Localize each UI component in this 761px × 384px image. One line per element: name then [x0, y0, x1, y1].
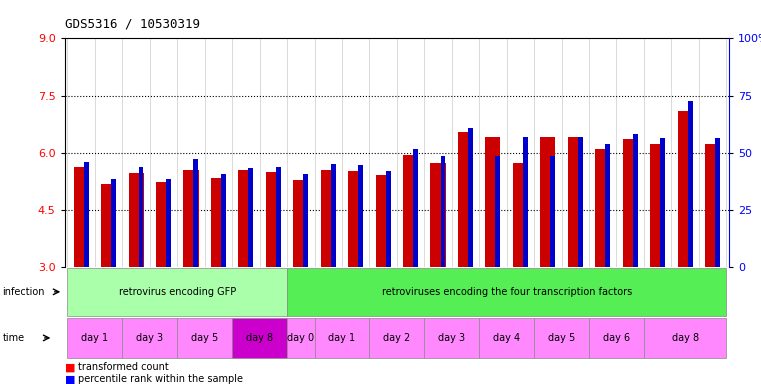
- Bar: [441, 156, 445, 267]
- Bar: [248, 168, 253, 267]
- Bar: [568, 137, 583, 267]
- Bar: [589, 318, 644, 358]
- Bar: [413, 149, 418, 267]
- Bar: [632, 134, 638, 267]
- Bar: [68, 268, 287, 316]
- Text: percentile rank within the sample: percentile rank within the sample: [78, 374, 244, 384]
- Bar: [425, 318, 479, 358]
- Bar: [320, 170, 336, 267]
- Text: day 8: day 8: [246, 333, 273, 343]
- Bar: [644, 318, 726, 358]
- Text: day 1: day 1: [329, 333, 355, 343]
- Text: day 3: day 3: [438, 333, 465, 343]
- Bar: [495, 156, 501, 267]
- Bar: [403, 154, 418, 267]
- Bar: [211, 178, 226, 267]
- Bar: [166, 179, 171, 267]
- Bar: [287, 268, 726, 316]
- Bar: [376, 175, 390, 267]
- Text: day 0: day 0: [287, 333, 314, 343]
- Bar: [523, 137, 528, 267]
- Bar: [605, 144, 610, 267]
- Bar: [595, 149, 610, 267]
- Bar: [578, 137, 583, 267]
- Bar: [534, 318, 589, 358]
- Bar: [139, 167, 144, 267]
- Bar: [660, 138, 665, 267]
- Bar: [74, 167, 89, 267]
- Bar: [303, 174, 308, 267]
- Bar: [156, 182, 171, 267]
- Text: day 4: day 4: [493, 333, 521, 343]
- Bar: [129, 173, 144, 267]
- Bar: [550, 156, 556, 267]
- Text: GDS5316 / 10530319: GDS5316 / 10530319: [65, 17, 199, 30]
- Bar: [238, 170, 253, 267]
- Text: retroviruses encoding the four transcription factors: retroviruses encoding the four transcrip…: [381, 287, 632, 297]
- Bar: [193, 159, 199, 267]
- Bar: [293, 180, 308, 267]
- Bar: [287, 318, 314, 358]
- Text: day 8: day 8: [671, 333, 699, 343]
- Bar: [540, 137, 556, 267]
- Text: ■: ■: [65, 374, 75, 384]
- Bar: [622, 139, 638, 267]
- Text: time: time: [2, 333, 24, 343]
- Text: ■: ■: [65, 362, 75, 372]
- Bar: [513, 163, 528, 267]
- Bar: [123, 318, 177, 358]
- Bar: [369, 318, 425, 358]
- Bar: [275, 167, 281, 267]
- Bar: [68, 318, 123, 358]
- Bar: [348, 171, 363, 267]
- Bar: [177, 318, 232, 358]
- Bar: [111, 179, 116, 267]
- Bar: [331, 164, 336, 267]
- Text: day 1: day 1: [81, 333, 109, 343]
- Bar: [431, 163, 446, 267]
- Text: transformed count: transformed count: [78, 362, 169, 372]
- Bar: [468, 128, 473, 267]
- Bar: [688, 101, 693, 267]
- Bar: [705, 144, 720, 267]
- Text: day 5: day 5: [548, 333, 575, 343]
- Bar: [221, 174, 226, 267]
- Bar: [314, 318, 369, 358]
- Bar: [386, 171, 390, 267]
- Bar: [677, 111, 693, 267]
- Text: infection: infection: [2, 287, 45, 297]
- Bar: [358, 165, 363, 267]
- Text: retrovirus encoding GFP: retrovirus encoding GFP: [119, 287, 236, 297]
- Text: day 6: day 6: [603, 333, 630, 343]
- Bar: [715, 138, 720, 267]
- Bar: [232, 318, 287, 358]
- Bar: [650, 144, 665, 267]
- Text: day 3: day 3: [136, 333, 164, 343]
- Bar: [479, 318, 534, 358]
- Text: day 2: day 2: [384, 333, 410, 343]
- Bar: [486, 137, 501, 267]
- Bar: [458, 132, 473, 267]
- Bar: [183, 170, 199, 267]
- Bar: [101, 184, 116, 267]
- Bar: [266, 172, 281, 267]
- Text: day 5: day 5: [191, 333, 218, 343]
- Bar: [84, 162, 88, 267]
